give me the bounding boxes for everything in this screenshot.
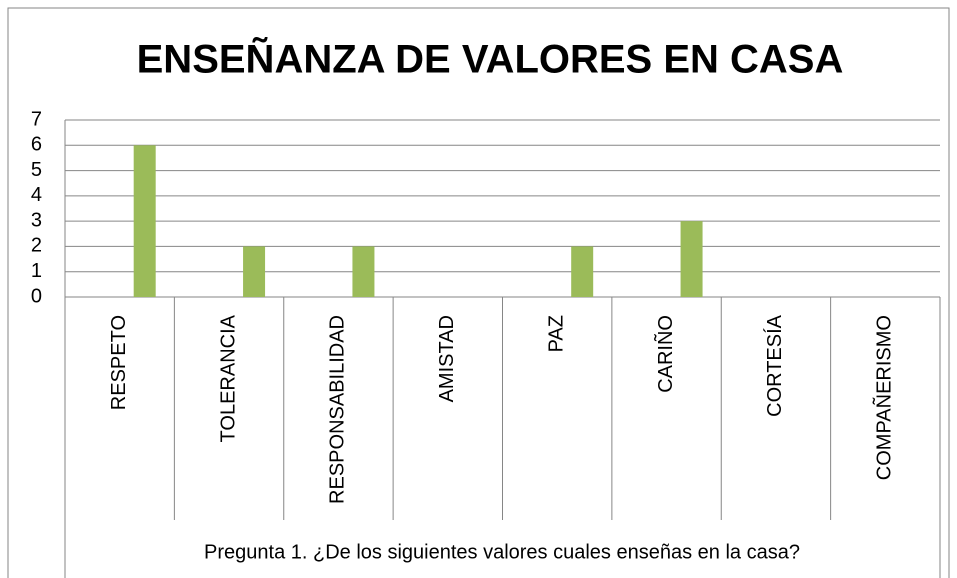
bar [133, 145, 156, 297]
x-tick-label: TOLERANCIA [217, 314, 239, 442]
x-tick-label: CORTESÍA [763, 314, 786, 417]
x-axis-title: Pregunta 1. ¿De los siguientes valores c… [204, 541, 800, 563]
bar [571, 246, 594, 297]
y-tick-label: 0 [31, 285, 42, 307]
x-tick-label: PAZ [545, 315, 567, 352]
y-tick-label: 5 [31, 159, 42, 181]
y-tick-label: 7 [31, 108, 42, 130]
y-tick-label: 1 [31, 260, 42, 282]
x-tick-label: RESPETO [108, 315, 130, 410]
bar [352, 246, 375, 297]
chart-frame [7, 7, 950, 578]
y-tick-label: 4 [31, 184, 42, 206]
y-tick-label: 6 [31, 134, 42, 156]
x-tick-label: CARIÑO [653, 315, 677, 393]
bar [243, 246, 266, 297]
bar [680, 221, 703, 297]
y-tick-label: 2 [31, 235, 42, 257]
y-tick-label: 3 [31, 209, 42, 231]
chart-title: ENSEÑANZA DE VALORES EN CASA [137, 36, 844, 82]
x-tick-label: COMPAÑERISMO [872, 315, 896, 480]
x-tick-label: AMISTAD [436, 315, 458, 402]
x-tick-label: RESPONSABILIDAD [327, 315, 349, 504]
